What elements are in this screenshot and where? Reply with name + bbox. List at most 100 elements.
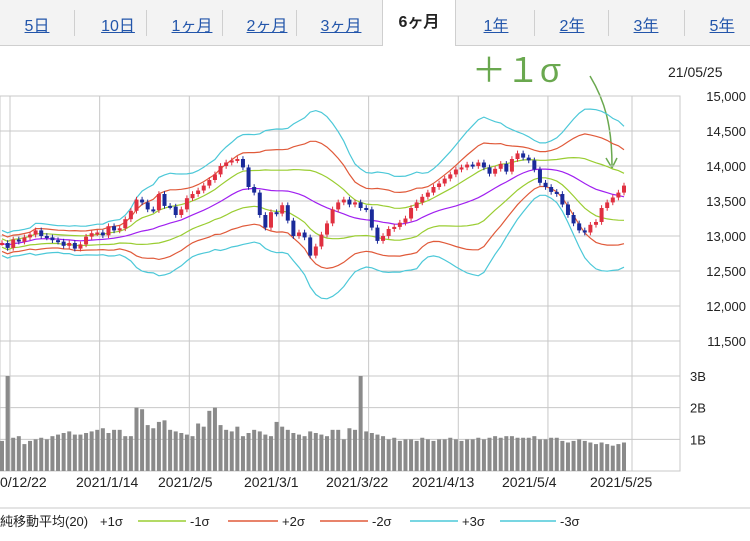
candle-body	[616, 192, 621, 198]
volume-bar	[442, 439, 447, 471]
date-tick-label: 2021/5/25	[590, 474, 652, 490]
candle-body	[89, 233, 94, 237]
candle-body	[67, 243, 72, 246]
volume-bar	[325, 436, 330, 471]
candle-body	[44, 236, 49, 238]
date-tick-label: 0/12/22	[0, 474, 47, 490]
candle-body	[184, 198, 189, 210]
price-axis: 11,500 12,000 12,500 13,000 13,500 14,000 14,5…	[706, 89, 746, 349]
candle-body	[296, 232, 301, 236]
volume-bar	[470, 439, 475, 471]
candle-body	[100, 232, 105, 236]
sigma-annotation: ＋１σ	[472, 52, 561, 90]
tab-6[interactable]: 1年	[483, 18, 509, 35]
volume-tick-label: 3B	[690, 369, 706, 384]
tab-8[interactable]: 3年	[633, 18, 659, 35]
volume-bar	[196, 423, 201, 471]
volume-bar	[565, 442, 570, 471]
candle-body	[369, 209, 374, 228]
volume-bar	[409, 439, 414, 471]
candle-body	[229, 160, 234, 163]
bollinger-chart: ＋１σ 21/05/25 11,500 12,000 12,500 13,000 13,…	[0, 52, 750, 529]
candle-body	[571, 215, 576, 224]
volume-bar	[605, 444, 610, 471]
volume-bar	[123, 436, 128, 471]
candle-body	[28, 234, 33, 238]
volume-bar	[425, 439, 430, 471]
volume-bar	[162, 420, 167, 471]
candle-body	[549, 187, 554, 192]
volume-bar	[465, 439, 470, 471]
candle-body	[16, 239, 21, 242]
tab-1[interactable]: 10日	[101, 18, 135, 35]
candle-body	[347, 199, 352, 205]
tab-separator	[146, 10, 147, 36]
price-grid	[0, 95, 681, 471]
volume-bar	[386, 439, 391, 471]
candle-body	[313, 246, 318, 256]
volume-bar	[296, 434, 301, 471]
candle-body	[610, 197, 615, 203]
volume-bar	[28, 440, 33, 471]
volume-bar	[420, 437, 425, 471]
volume-bar	[560, 440, 565, 471]
tab-separator	[296, 10, 297, 36]
volume-bar	[308, 431, 313, 471]
volume-bar	[173, 431, 178, 471]
volume-bar	[246, 433, 251, 471]
candle-body	[224, 162, 229, 166]
band-plus-1-sigma	[1, 156, 625, 242]
candle-body	[50, 237, 55, 241]
candle-body	[470, 164, 475, 167]
candle-body	[128, 210, 133, 220]
volume-bar	[571, 440, 576, 471]
candle-body	[386, 229, 391, 236]
candle-body	[442, 178, 447, 184]
volume-bar	[291, 433, 296, 471]
volume-bar	[33, 439, 38, 471]
candle-body	[560, 194, 565, 205]
legend: 純移動平均(20) +1σ -1σ +2σ -2σ +3σ -3σ	[0, 507, 750, 529]
tab-5[interactable]: 6ヶ月	[382, 0, 456, 46]
candle-body	[605, 202, 610, 208]
date-tick-label: 2021/5/4	[502, 474, 557, 490]
candle-body	[123, 219, 128, 229]
volume-bar	[190, 436, 195, 471]
legend-label: +2σ	[282, 514, 305, 529]
date-label: 21/05/25	[668, 64, 723, 80]
tab-9[interactable]: 5年	[709, 18, 735, 35]
volume-bar	[5, 376, 10, 471]
volume-bar	[375, 434, 380, 471]
candle-body	[397, 222, 402, 227]
candle-body	[526, 157, 531, 161]
annotation-arrow	[589, 75, 613, 167]
tab-2[interactable]: 1ヶ月	[171, 18, 213, 35]
volume-bar	[274, 421, 279, 471]
sma-20-line	[1, 168, 625, 247]
volume-bar	[504, 436, 509, 471]
volume-bar	[493, 436, 498, 471]
candle-body	[117, 228, 122, 231]
date-axis: 0/12/22 2021/1/14 2021/2/5 2021/3/1 2021/3/2…	[0, 474, 652, 490]
candle-body	[257, 192, 262, 215]
candle-body	[212, 174, 217, 180]
tab-4[interactable]: 3ヶ月	[320, 18, 362, 35]
volume-bar	[532, 436, 537, 471]
volume-bar	[593, 444, 598, 471]
legend-label: +3σ	[462, 514, 485, 529]
tab-7[interactable]: 2年	[559, 18, 585, 35]
tab-separator	[534, 10, 535, 36]
band-plus-2-sigma	[1, 133, 625, 238]
candlesticks	[0, 150, 626, 259]
tab-0[interactable]: 5日	[24, 18, 50, 35]
volume-bar	[212, 407, 217, 471]
candle-body	[465, 164, 470, 168]
volume-bar	[117, 429, 122, 471]
tab-3[interactable]: 2ヶ月	[246, 18, 288, 35]
volume-bar	[201, 426, 206, 471]
volume-bar	[481, 439, 486, 471]
legend-label: 純移動平均(20)	[0, 514, 88, 529]
candle-body	[246, 167, 251, 187]
candle-body	[308, 237, 313, 256]
band-minus-3-sigma	[1, 194, 625, 300]
